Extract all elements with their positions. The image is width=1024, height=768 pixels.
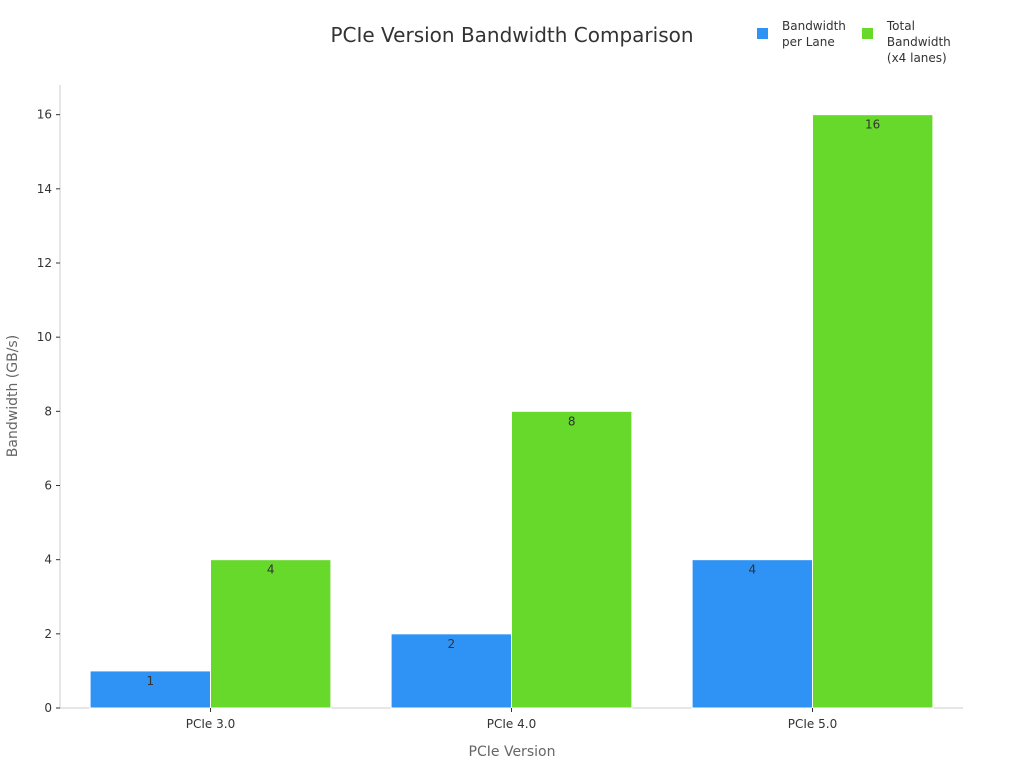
x-tick-label: PCIe 4.0	[487, 717, 536, 731]
y-tick-label: 16	[37, 108, 52, 122]
data-label: 4	[748, 563, 756, 577]
bar	[691, 559, 813, 709]
y-tick-label: 0	[44, 701, 52, 715]
legend-item-total[interactable]: Total Bandwidth (x4 lanes)	[861, 18, 951, 66]
y-tick-label: 6	[44, 479, 52, 493]
bar	[210, 559, 332, 709]
data-label: 4	[267, 563, 275, 577]
bar	[390, 633, 513, 709]
legend-swatch-total	[861, 28, 873, 39]
legend-item-per-lane[interactable]: Bandwidth per Lane	[757, 18, 846, 66]
legend-swatch-per-lane	[757, 28, 768, 39]
legend-label-total: Total Bandwidth (x4 lanes)	[886, 19, 951, 65]
legend-label-per-lane: Bandwidth per Lane	[782, 19, 846, 49]
bar	[812, 114, 934, 709]
data-label: 8	[568, 414, 576, 428]
data-label: 2	[447, 637, 455, 651]
bar	[511, 410, 633, 709]
y-tick-label: 4	[44, 553, 52, 567]
y-tick-label: 2	[44, 627, 52, 641]
x-tick-label: PCIe 3.0	[186, 717, 235, 731]
data-label: 16	[865, 118, 880, 132]
y-tick-label: 12	[37, 256, 52, 270]
y-tick-label: 8	[44, 404, 52, 418]
y-tick-label: 14	[37, 182, 52, 196]
y-tick-label: 10	[37, 330, 52, 344]
chart-title: PCIe Version Bandwidth Comparison	[330, 23, 693, 47]
y-axis-label: Bandwidth (GB/s)	[5, 335, 21, 457]
x-tick-label: PCIe 5.0	[788, 717, 837, 731]
x-axis-label: PCIe Version	[469, 744, 556, 760]
data-label: 1	[146, 674, 154, 688]
legend: Bandwidth per Lane Total Bandwidth (x4 l…	[757, 18, 951, 66]
bar	[89, 670, 211, 709]
